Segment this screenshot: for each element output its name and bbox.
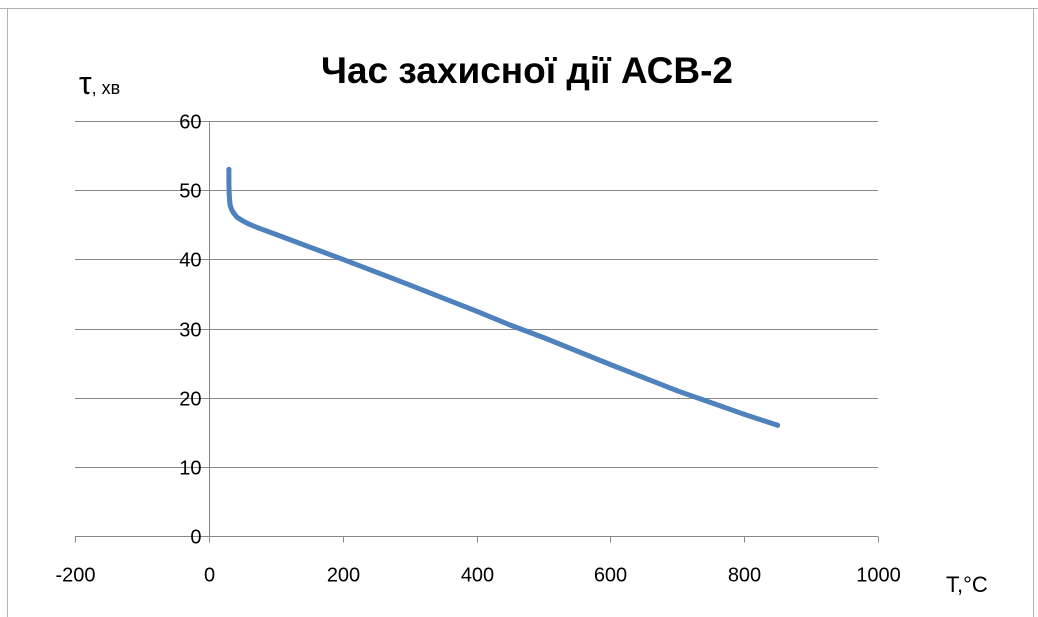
x-axis-title: Т,°С bbox=[946, 572, 988, 597]
y-tick-label: 30 bbox=[179, 320, 201, 342]
data-point bbox=[256, 225, 262, 231]
y-axis-title: τ, хв bbox=[79, 65, 120, 101]
y-axis-symbol: τ bbox=[79, 65, 92, 101]
grid-layer bbox=[75, 121, 878, 468]
y-tick-label: 20 bbox=[179, 389, 201, 411]
y-tick-label: 40 bbox=[179, 250, 201, 272]
x-tick-label: 600 bbox=[594, 565, 627, 587]
data-point bbox=[306, 244, 312, 250]
data-point bbox=[234, 214, 240, 220]
y-tick-label: 0 bbox=[190, 527, 201, 549]
x-tick-label: 0 bbox=[204, 565, 215, 587]
data-point bbox=[775, 422, 781, 428]
data-point bbox=[231, 210, 237, 216]
data-point bbox=[273, 231, 279, 237]
data-point bbox=[246, 221, 252, 227]
x-tick-label: 1000 bbox=[856, 565, 901, 587]
chart-title: Час захисної дії АСВ-2 bbox=[321, 50, 733, 91]
data-point bbox=[708, 400, 714, 405]
x-tick-label: 400 bbox=[461, 565, 494, 587]
data-point bbox=[507, 322, 513, 328]
y-tick-label: 50 bbox=[179, 181, 201, 203]
data-point bbox=[407, 282, 413, 288]
data-point bbox=[227, 202, 233, 208]
data-point bbox=[226, 166, 232, 172]
y-axis-unit: , хв bbox=[92, 78, 121, 98]
data-point bbox=[239, 218, 245, 224]
data-point bbox=[540, 335, 546, 340]
x-tick-label: -200 bbox=[55, 565, 95, 587]
data-point bbox=[741, 411, 747, 417]
axis-layer bbox=[75, 121, 879, 543]
x-tick-label: 800 bbox=[728, 565, 761, 587]
y-tick-label: 60 bbox=[179, 112, 201, 134]
data-point bbox=[674, 388, 680, 394]
data-point bbox=[607, 362, 613, 367]
data-point bbox=[226, 191, 232, 197]
data-point bbox=[226, 180, 232, 186]
data-point bbox=[227, 198, 233, 203]
x-tick-label: 200 bbox=[327, 565, 360, 587]
data-point bbox=[474, 308, 479, 314]
tick-label-layer: 0 10 20 30 40 50 60 -200 0 200 400 600 800 1000 bbox=[55, 112, 900, 587]
series-line bbox=[226, 166, 781, 428]
series-layer bbox=[226, 166, 781, 428]
y-tick-label: 10 bbox=[179, 458, 201, 480]
data-point bbox=[340, 256, 346, 262]
